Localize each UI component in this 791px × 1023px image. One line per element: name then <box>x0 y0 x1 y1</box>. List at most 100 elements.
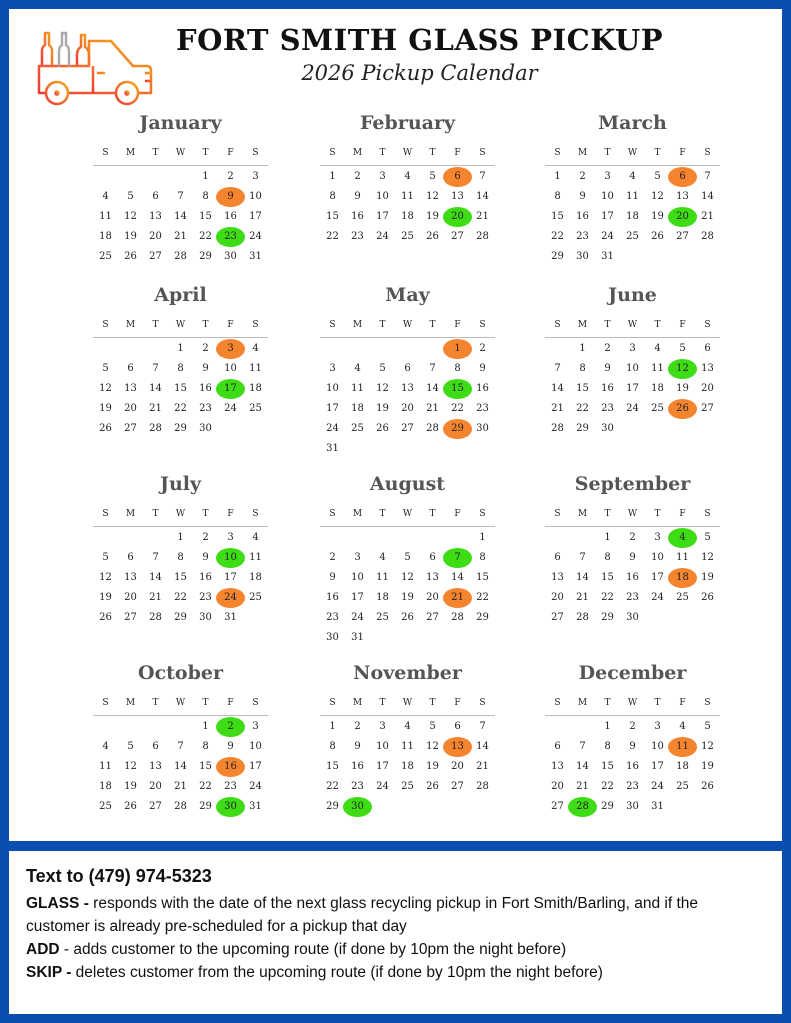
weekday-label: M <box>352 148 363 158</box>
weekday-label: T <box>654 320 661 330</box>
day-cell: 1 <box>202 721 209 732</box>
day-cell: 30 <box>626 801 639 812</box>
day-cell: 14 <box>551 383 564 394</box>
day-cell: 28 <box>576 612 589 623</box>
weekday-label: T <box>152 148 159 158</box>
day-cell: 5 <box>404 552 411 563</box>
pickup-day-green: 20 <box>668 207 697 227</box>
day-cell: 27 <box>676 231 689 242</box>
day-cell: 17 <box>224 572 237 583</box>
pickup-day-green: 12 <box>668 359 697 379</box>
weekday-label: S <box>102 148 109 158</box>
pickup-day-green: 28 <box>568 797 597 817</box>
day-cell: 13 <box>124 383 137 394</box>
day-cell: 20 <box>426 592 439 603</box>
weekday-label: S <box>554 509 561 519</box>
day-cell: 30 <box>576 251 589 262</box>
day-cell: 26 <box>99 423 112 434</box>
weekday-label: F <box>679 509 686 519</box>
day-cell: 21 <box>476 761 489 772</box>
day-cell: 26 <box>426 781 439 792</box>
day-cell: 28 <box>149 423 162 434</box>
day-cell: 8 <box>202 741 209 752</box>
day-cell: 20 <box>701 383 714 394</box>
day-cell: 27 <box>149 251 162 262</box>
weekday-label: S <box>554 698 561 708</box>
day-cell: 21 <box>174 781 187 792</box>
day-cell: 3 <box>252 721 259 732</box>
day-cell: 27 <box>124 423 137 434</box>
day-cell: 10 <box>626 363 639 374</box>
day-cell: 14 <box>476 191 489 202</box>
day-cell: 14 <box>174 211 187 222</box>
day-cell: 29 <box>174 423 187 434</box>
weekday-label: S <box>329 320 336 330</box>
day-cell: 27 <box>551 801 564 812</box>
day-cell: 19 <box>676 383 689 394</box>
day-cell: 22 <box>174 403 187 414</box>
day-cell: 14 <box>174 761 187 772</box>
month-grid: S M T W T F S 1 2 3 4 5 6 7 8 9 10 11 12 13 14 15 16 17 18 19 20 21… <box>545 308 720 439</box>
day-cell: 23 <box>199 592 212 603</box>
day-cell: 8 <box>604 552 611 563</box>
day-cell: 15 <box>601 572 614 583</box>
day-cell: 27 <box>124 612 137 623</box>
day-cell: 4 <box>102 741 109 752</box>
day-cell: 5 <box>429 721 436 732</box>
day-cell: 20 <box>551 781 564 792</box>
weekday-label: W <box>402 509 413 519</box>
weekday-label: F <box>679 320 686 330</box>
empty-day <box>143 528 168 548</box>
weekday-label: T <box>379 698 386 708</box>
month-name: May <box>385 284 430 306</box>
empty-day <box>118 717 143 737</box>
empty-day <box>320 339 345 359</box>
day-cell: 9 <box>202 552 209 563</box>
day-cell: 11 <box>376 572 389 583</box>
pickup-day-green: 17 <box>216 379 245 399</box>
command-keyword: SKIP - <box>26 964 72 981</box>
day-cell: 9 <box>604 363 611 374</box>
day-cell: 18 <box>626 211 639 222</box>
day-cell: 7 <box>479 721 486 732</box>
day-cell: 1 <box>329 171 336 182</box>
day-cell: 5 <box>127 191 134 202</box>
day-cell: 12 <box>124 761 137 772</box>
day-cell: 28 <box>426 423 439 434</box>
day-cell: 29 <box>199 251 212 262</box>
day-cell: 22 <box>551 231 564 242</box>
day-cell: 10 <box>651 741 664 752</box>
day-cell: 30 <box>224 251 237 262</box>
day-cell: 27 <box>551 612 564 623</box>
day-cell: 13 <box>551 761 564 772</box>
day-cell: 26 <box>124 251 137 262</box>
day-cell: 17 <box>626 383 639 394</box>
day-cell: 18 <box>249 572 262 583</box>
empty-day <box>93 167 118 187</box>
day-cell: 7 <box>704 171 711 182</box>
day-cell: 6 <box>404 363 411 374</box>
day-cell: 15 <box>326 211 339 222</box>
day-cell: 29 <box>601 612 614 623</box>
pickup-day-green: 20 <box>443 207 472 227</box>
day-cell: 17 <box>601 211 614 222</box>
day-cell: 25 <box>99 251 112 262</box>
day-cell: 24 <box>626 403 639 414</box>
day-cell: 20 <box>149 231 162 242</box>
day-cell: 24 <box>249 781 262 792</box>
weekday-label: S <box>479 698 486 708</box>
divider <box>93 526 268 527</box>
month-september: September S M T W T F S 1 2 3 4 5 6 7 8 9 10 11 12 13 14 15 16 1… <box>545 471 720 628</box>
day-cell: 29 <box>174 612 187 623</box>
weekday-label: F <box>454 320 461 330</box>
weekday-label: S <box>704 698 711 708</box>
weekday-label: S <box>704 320 711 330</box>
weekday-label: M <box>125 698 136 708</box>
day-cell: 9 <box>329 572 336 583</box>
day-cell: 2 <box>579 171 586 182</box>
day-cell: 5 <box>704 532 711 543</box>
day-cell: 22 <box>576 403 589 414</box>
weekday-label: S <box>554 148 561 158</box>
weekday-label: W <box>627 148 638 158</box>
day-cell: 12 <box>99 572 112 583</box>
